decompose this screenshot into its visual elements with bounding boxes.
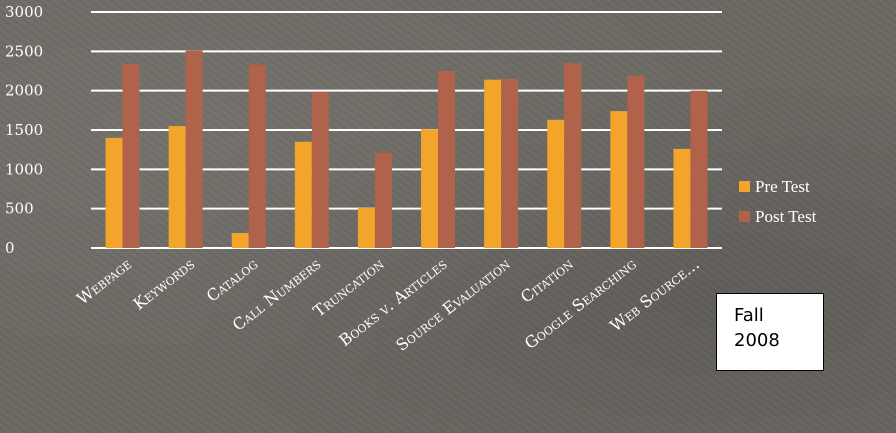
legend: Pre Test Post Test: [739, 177, 817, 226]
bar-post-test: [501, 78, 519, 248]
legend-label: Post Test: [755, 207, 817, 226]
bar-pre-test: [357, 207, 375, 248]
bar-pre-test: [547, 119, 565, 248]
y-tick-label: 0: [5, 239, 15, 257]
bar-post-test: [438, 71, 456, 248]
x-tick-label: Webpage: [73, 254, 135, 308]
legend-swatch: [739, 211, 750, 222]
bar-pre-test: [168, 126, 186, 248]
y-tick-label: 500: [5, 200, 34, 218]
x-tick-label: Catalog: [203, 254, 261, 306]
y-tick-label: 3000: [5, 3, 43, 21]
x-tick-label: Source Evaluation: [392, 254, 514, 355]
y-tick-label: 2500: [5, 42, 43, 60]
legend-label: Pre Test: [755, 177, 810, 196]
x-tick-label: Keywords: [130, 254, 199, 313]
fall-2008-note: Fall 2008: [716, 293, 824, 371]
bar-pre-test: [294, 141, 312, 248]
legend-swatch: [739, 181, 750, 192]
bar-post-test: [248, 64, 266, 248]
x-tick-label: Books v. Articles: [335, 254, 450, 350]
bar-post-test: [311, 92, 329, 249]
bar-post-test: [564, 63, 582, 249]
y-tick-label: 1500: [5, 121, 43, 139]
bars: [105, 50, 708, 249]
bar-pre-test: [610, 111, 628, 249]
bar-pre-test: [231, 233, 249, 248]
bar-post-test: [185, 50, 203, 249]
bar-post-test: [374, 152, 392, 248]
bar-pre-test: [673, 148, 691, 248]
bar-post-test: [690, 90, 708, 249]
bar-pre-test: [421, 129, 439, 248]
y-tick-label: 2000: [5, 82, 43, 100]
y-axis: 0 500 1000 1500 2000 2500 3000: [5, 3, 43, 257]
x-tick-label: Google Searching: [521, 254, 640, 353]
y-tick-label: 1000: [5, 160, 43, 178]
bar-pre-test: [105, 137, 123, 248]
x-tick-label: Citation: [517, 254, 577, 307]
bar-post-test: [122, 63, 140, 248]
bar-post-test: [627, 75, 645, 248]
bar-pre-test: [484, 79, 502, 248]
